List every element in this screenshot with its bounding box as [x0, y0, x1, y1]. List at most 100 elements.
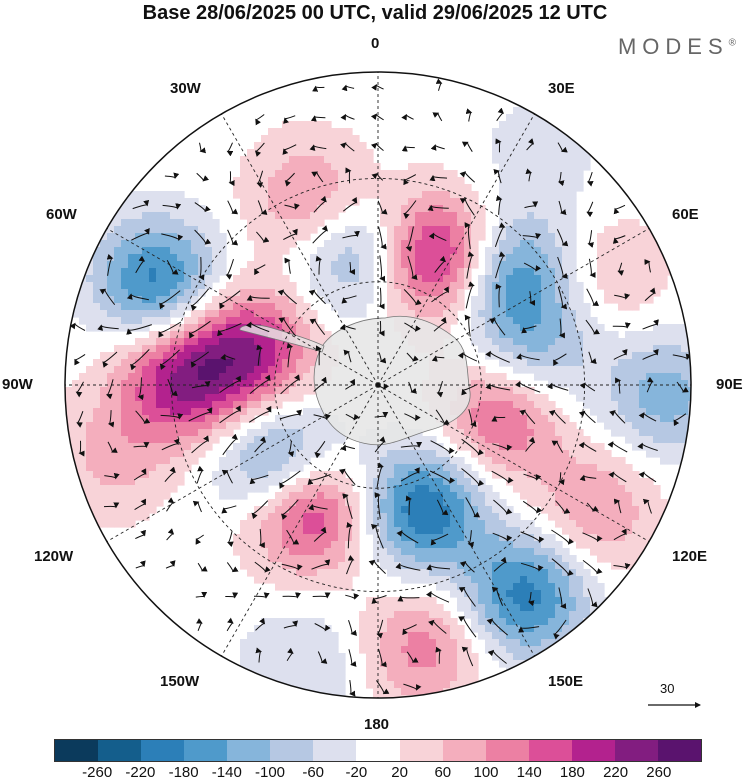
field-cell	[534, 562, 542, 570]
field-cell	[422, 653, 430, 661]
field-cell	[93, 443, 101, 451]
field-cell	[219, 247, 227, 255]
field-cell	[527, 604, 535, 612]
field-cell	[555, 184, 563, 192]
field-cell	[142, 233, 150, 241]
field-cell	[618, 408, 626, 416]
field-cell	[100, 387, 108, 395]
field-cell	[492, 135, 500, 143]
field-cell	[611, 233, 619, 241]
field-cell	[135, 380, 143, 388]
field-cell	[331, 653, 339, 661]
field-cell	[156, 254, 164, 262]
field-cell	[611, 457, 619, 465]
field-cell	[282, 660, 290, 668]
wind-vector	[249, 474, 269, 485]
field-cell	[366, 485, 374, 493]
field-cell	[548, 576, 556, 584]
field-cell	[527, 289, 535, 297]
field-cell	[79, 317, 87, 325]
colorbar-tick-label: 220	[603, 764, 629, 781]
field-cell	[555, 450, 563, 458]
field-cell	[142, 485, 150, 493]
field-cell	[653, 268, 661, 276]
field-cell	[317, 681, 325, 689]
field-cell	[240, 198, 248, 206]
field-cell	[569, 184, 577, 192]
field-cell	[408, 506, 416, 514]
wind-vector	[283, 620, 298, 629]
lon-label-90w: 90W	[2, 376, 33, 393]
field-cell	[604, 380, 612, 388]
field-cell	[149, 289, 157, 297]
field-cell	[366, 450, 374, 458]
field-cell	[324, 667, 332, 675]
field-cell	[247, 401, 255, 409]
wind-vector	[317, 651, 328, 664]
field-cell	[583, 394, 591, 402]
field-cell	[184, 387, 192, 395]
field-cell	[296, 485, 304, 493]
field-cell	[492, 632, 500, 640]
field-cell	[485, 275, 493, 283]
field-cell	[548, 366, 556, 374]
field-cell	[240, 548, 248, 556]
field-cell	[688, 373, 691, 381]
field-cell	[247, 380, 255, 388]
field-cell	[513, 394, 521, 402]
field-cell	[268, 310, 276, 318]
field-cell	[527, 226, 535, 234]
field-cell	[520, 219, 528, 227]
field-cell	[653, 394, 661, 402]
field-cell	[506, 247, 514, 255]
field-cell	[142, 352, 150, 360]
field-cell	[478, 443, 486, 451]
field-cell	[618, 219, 626, 227]
field-cell	[338, 681, 346, 689]
field-cell	[401, 653, 409, 661]
field-cell	[569, 149, 577, 157]
field-cell	[646, 401, 654, 409]
field-cell	[191, 254, 199, 262]
wind-vector	[435, 646, 442, 664]
field-cell	[653, 499, 661, 507]
field-cell	[583, 492, 591, 500]
field-cell	[555, 275, 563, 283]
field-cell	[142, 247, 150, 255]
field-cell	[177, 226, 185, 234]
wind-vector	[403, 289, 422, 306]
wind-vector	[465, 281, 475, 309]
field-cell	[114, 296, 122, 304]
field-cell	[548, 331, 556, 339]
field-cell	[506, 233, 514, 241]
colorbar-tick-label: 100	[473, 764, 499, 781]
wind-vector	[254, 436, 267, 453]
wind-vector	[676, 381, 689, 393]
field-cell	[415, 499, 423, 507]
field-cell	[184, 324, 192, 332]
field-cell	[268, 352, 276, 360]
field-cell	[660, 240, 668, 248]
field-cell	[198, 387, 206, 395]
field-cell	[639, 331, 647, 339]
field-cell	[226, 457, 234, 465]
field-cell	[611, 247, 619, 255]
field-cell	[100, 394, 108, 402]
field-cell	[534, 240, 542, 248]
field-cell	[289, 583, 297, 591]
field-cell	[254, 352, 262, 360]
field-cell	[520, 457, 528, 465]
field-cell	[639, 527, 647, 535]
field-cell	[604, 331, 612, 339]
field-cell	[121, 471, 129, 479]
wind-vector	[585, 319, 600, 335]
field-cell	[338, 240, 346, 248]
field-cell	[114, 478, 122, 486]
field-cell	[93, 268, 101, 276]
field-cell	[86, 247, 94, 255]
field-cell	[121, 296, 129, 304]
field-cell	[492, 387, 500, 395]
field-cell	[261, 366, 269, 374]
wind-vector	[377, 200, 388, 215]
field-cell	[443, 485, 451, 493]
